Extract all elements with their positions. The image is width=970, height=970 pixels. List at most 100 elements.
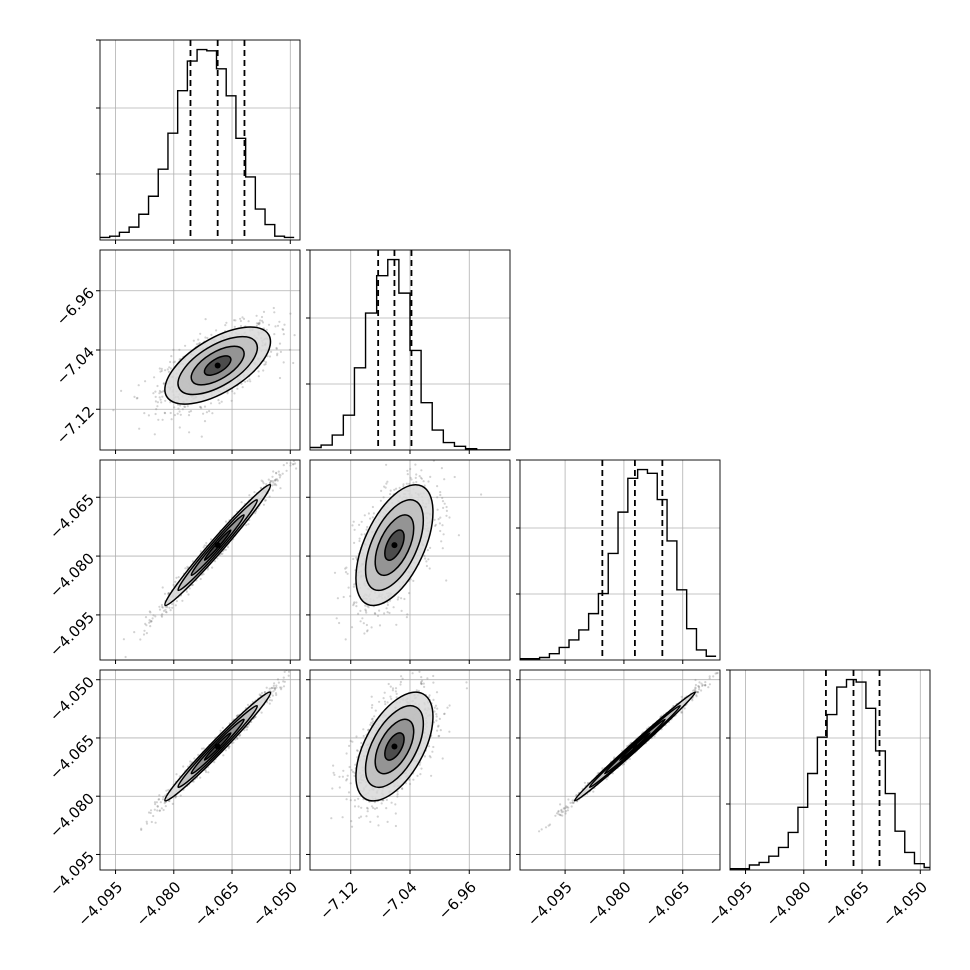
scatter-point — [292, 361, 295, 365]
scatter-point — [244, 380, 247, 383]
scatter-point — [184, 344, 187, 347]
scatter-point — [272, 306, 275, 310]
scatter-point — [276, 479, 279, 482]
scatter-point — [391, 687, 395, 690]
x-tick-label: −4.080 — [133, 878, 185, 930]
y-tick-label: −4.095 — [46, 848, 98, 900]
scatter-point — [261, 321, 265, 324]
scatter-point — [197, 753, 200, 757]
scatter-point — [149, 809, 153, 812]
scatter-point — [400, 609, 403, 613]
scatter-point — [283, 670, 286, 674]
scatter-point — [170, 355, 173, 358]
scatter-point — [149, 811, 152, 815]
scatter-point — [258, 693, 261, 696]
scatter-point — [197, 342, 200, 345]
scatter-point — [344, 571, 348, 574]
scatter-point — [406, 469, 409, 472]
scatter-point — [399, 680, 402, 684]
scatter-point — [385, 607, 388, 610]
scatter-point — [239, 319, 242, 323]
scatter-point — [370, 718, 374, 721]
scatter-point — [352, 585, 355, 588]
pair-panel-2-0: −4.065−4.080−4.095 — [46, 459, 301, 664]
scatter-point — [378, 624, 382, 627]
histogram-line — [100, 48, 295, 239]
scatter-point — [277, 470, 280, 473]
scatter-point — [163, 802, 166, 805]
scatter-point — [211, 566, 214, 569]
scatter-point — [361, 617, 364, 620]
scatter-point — [278, 376, 282, 380]
scatter-point — [425, 564, 428, 568]
scatter-point — [199, 406, 202, 409]
scatter-point — [282, 333, 285, 336]
histogram-line — [310, 258, 510, 450]
scatter-point — [273, 483, 276, 486]
scatter-point — [453, 475, 456, 479]
scatter-point — [349, 799, 352, 802]
scatter-point — [160, 369, 163, 372]
scatter-point — [363, 632, 366, 635]
scatter-point — [224, 749, 227, 752]
scatter-point — [270, 350, 273, 353]
scatter-point — [355, 601, 358, 604]
y-tick-label: −4.065 — [46, 491, 98, 543]
scatter-point — [192, 780, 195, 783]
scatter-point — [373, 807, 377, 810]
scatter-point — [275, 472, 278, 475]
scatter-point — [271, 480, 274, 483]
scatter-point — [434, 704, 438, 707]
scatter-point — [154, 821, 157, 824]
scatter-point — [276, 352, 279, 355]
scatter-point — [292, 463, 295, 466]
scatter-point — [268, 699, 271, 702]
scatter-point — [270, 699, 273, 702]
scatter-point — [193, 757, 196, 760]
scatter-point — [200, 407, 203, 410]
scatter-point — [353, 528, 356, 531]
scatter-point — [263, 691, 266, 694]
scatter-point — [161, 613, 164, 616]
scatter-point — [157, 418, 160, 421]
scatter-point — [272, 686, 275, 690]
density-peak — [214, 542, 221, 549]
scatter-point — [371, 717, 374, 720]
scatter-point — [211, 412, 214, 415]
scatter-point — [366, 630, 369, 633]
scatter-point — [246, 725, 249, 728]
scatter-point — [262, 369, 265, 372]
scatter-point — [179, 794, 182, 797]
scatter-point — [217, 399, 220, 402]
scatter-point — [351, 524, 354, 527]
scatter-point — [260, 711, 263, 714]
scatter-point — [136, 396, 139, 400]
scatter-point — [439, 491, 442, 494]
scatter-point — [282, 676, 285, 679]
scatter-point — [377, 824, 380, 827]
scatter-point — [207, 771, 210, 774]
scatter-point — [384, 486, 387, 489]
scatter-point — [349, 739, 352, 743]
scatter-point — [373, 715, 376, 718]
scatter-point — [434, 523, 437, 526]
scatter-point — [209, 402, 213, 405]
scatter-point — [204, 336, 207, 339]
scatter-point — [405, 482, 408, 485]
scatter-point — [271, 475, 274, 478]
x-tick-label: −4.095 — [74, 878, 126, 930]
scatter-point — [174, 580, 177, 584]
scatter-point — [133, 631, 136, 634]
scatter-point — [199, 405, 202, 408]
scatter-point — [167, 370, 170, 373]
scatter-point — [349, 782, 352, 785]
scatter-point — [264, 499, 267, 502]
scatter-point — [210, 333, 213, 336]
scatter-point — [360, 520, 363, 523]
scatter-point — [148, 621, 151, 624]
scatter-point — [166, 368, 169, 371]
scatter-point — [188, 587, 191, 590]
scatter-point — [216, 557, 219, 560]
scatter-point — [259, 694, 262, 697]
scatter-point — [270, 687, 273, 690]
